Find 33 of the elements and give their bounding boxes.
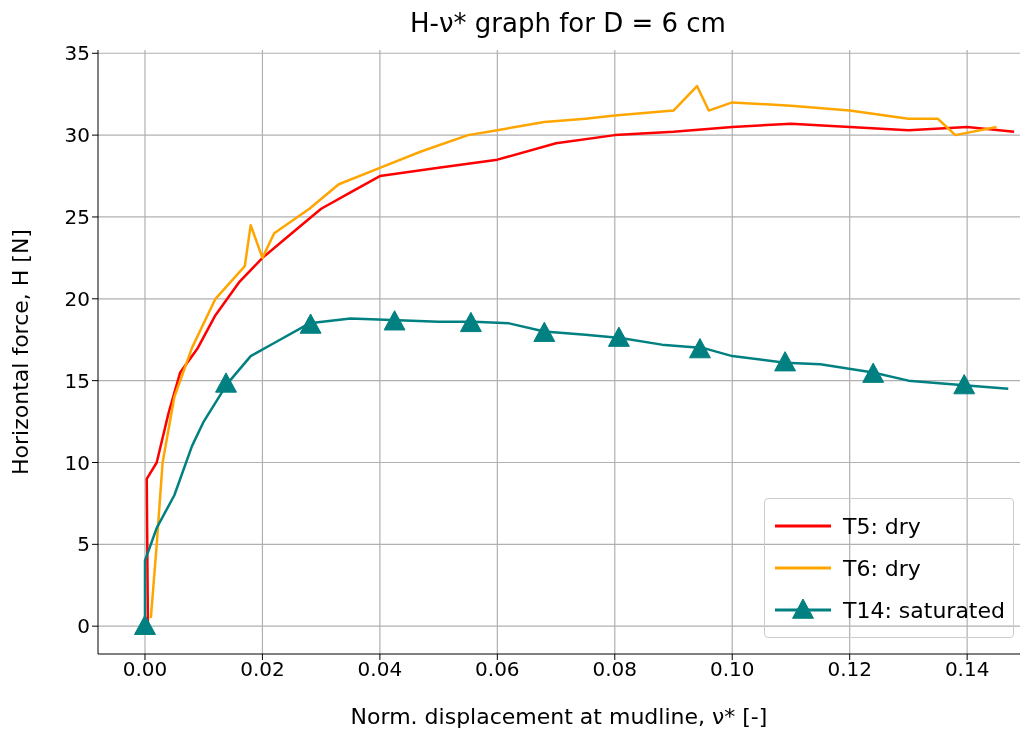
legend-label: T6: dry	[842, 555, 921, 581]
x-tick-label: 0.02	[240, 657, 285, 682]
x-axis-title: Norm. displacement at mudline, ν* [-]	[350, 704, 768, 729]
point	[688, 338, 711, 359]
point	[134, 614, 156, 635]
legend-label: T14: saturated	[842, 597, 1005, 623]
x-tick-label: 0.14	[944, 657, 990, 682]
point	[383, 310, 406, 331]
legend-label: T5: dry	[842, 513, 921, 539]
x-tick-label: 0.08	[592, 657, 638, 682]
point	[607, 326, 630, 347]
x-tick-label: 0.10	[709, 657, 755, 682]
point	[215, 372, 237, 393]
y-tick-label: 5	[77, 532, 90, 557]
x-tick-label: 0.06	[475, 657, 520, 682]
point	[774, 351, 797, 372]
chart-title: H-ν* graph for D = 6 cm	[409, 8, 727, 40]
point	[953, 374, 976, 395]
y-tick-label: 35	[64, 41, 90, 66]
y-tick-label: 20	[64, 286, 90, 311]
x-tick-label: 0.00	[122, 657, 168, 682]
point	[533, 321, 556, 342]
y-tick-label: 10	[64, 450, 90, 475]
point	[862, 362, 885, 383]
y-tick-label: 30	[64, 123, 90, 148]
y-tick-label: 0	[77, 614, 90, 639]
x-tick-label: 0.04	[357, 657, 403, 682]
y-tick-label: 25	[64, 205, 90, 230]
point	[459, 311, 482, 333]
point	[299, 313, 322, 334]
y-tick-label: 15	[64, 368, 90, 393]
x-tick-label: 0.12	[827, 657, 872, 682]
y-axis-title: Horizontal force, H [N]	[7, 229, 33, 475]
